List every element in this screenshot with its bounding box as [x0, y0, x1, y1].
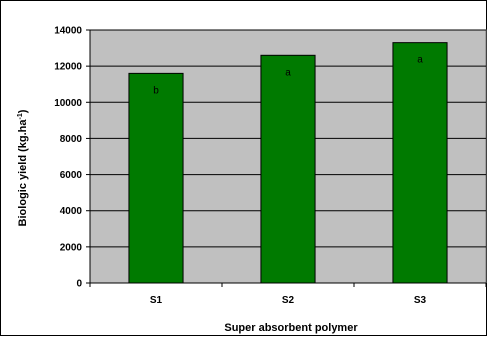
axes [86, 29, 487, 287]
bar-significance-label: a [285, 67, 291, 78]
bar-significance-label: a [417, 55, 423, 66]
y-tick-label: 8000 [60, 134, 83, 145]
labels: 0 2000 4000 6000 8000 10000 12000 14000 b S1 a S2 a S… [54, 26, 426, 307]
bar-significance-label: b [153, 85, 159, 96]
y-tick-label: 4000 [60, 206, 83, 217]
y-axis-title: Biologic yield (kg.ha-1) [17, 109, 29, 226]
bar [260, 54, 316, 284]
x-tick-label: S1 [150, 295, 163, 306]
y-tick-label: 0 [76, 279, 82, 290]
y-tick-label: 10000 [54, 98, 82, 109]
y-tick-label: 2000 [60, 242, 83, 253]
y-tick-label: 14000 [54, 26, 82, 37]
bar [128, 72, 184, 284]
y-tick-label: 12000 [54, 62, 82, 73]
bars [128, 42, 448, 284]
y-axis-title-superscript: -1 [17, 113, 24, 119]
y-axis-title-main: Biologic yield (kg.ha [17, 119, 29, 227]
x-tick-label: S3 [414, 295, 427, 306]
y-axis-title-suffix: ) [17, 109, 29, 113]
bar [392, 42, 448, 284]
x-axis-title: Super absorbent polymer [224, 322, 358, 334]
x-tick-label: S2 [282, 295, 295, 306]
y-tick-label: 6000 [60, 170, 83, 181]
